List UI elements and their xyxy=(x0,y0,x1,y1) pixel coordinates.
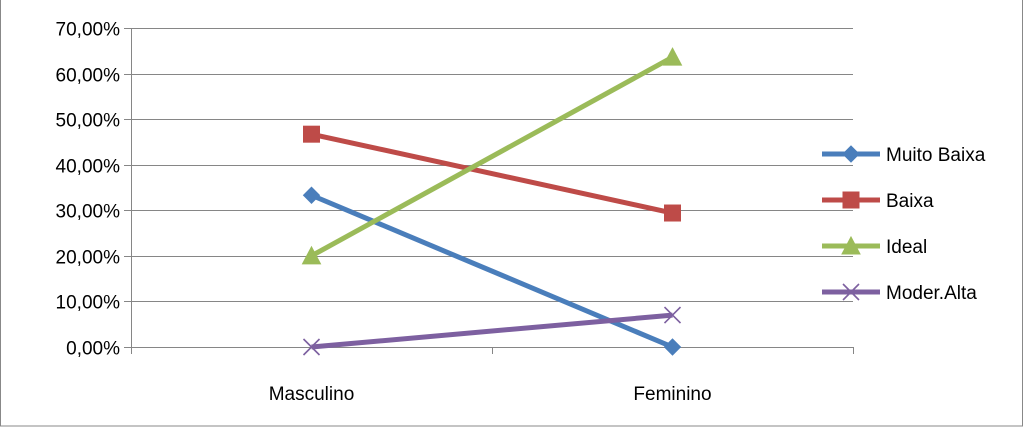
legend-item-moder-alta: Moder.Alta xyxy=(822,283,977,304)
y-tick-label: 50,00% xyxy=(56,111,121,132)
y-tick-label: 20,00% xyxy=(56,248,121,269)
legend-item-ideal: Ideal xyxy=(822,235,927,258)
gridlines xyxy=(131,28,853,302)
series-line-moder-alta xyxy=(311,312,673,350)
legend-label-moder-alta: Moder.Alta xyxy=(886,283,977,304)
legend-marker-muito-baixa xyxy=(842,145,860,163)
legend-label-ideal: Ideal xyxy=(886,237,927,258)
series-line-baixa xyxy=(310,131,674,216)
legend-marker-baixa xyxy=(842,191,860,209)
x-tick-label: Feminino xyxy=(633,384,711,405)
data-point-ideal xyxy=(301,245,322,265)
y-tick-label: 0,00% xyxy=(66,339,120,360)
series-moder-alta xyxy=(302,306,682,356)
y-tick-label: 40,00% xyxy=(56,157,121,178)
y-tick-label: 10,00% xyxy=(56,293,121,314)
legend-label-muito-baixa: Muito Baixa xyxy=(886,145,986,166)
legend-item-baixa: Baixa xyxy=(822,191,934,212)
data-point-moder-alta xyxy=(663,306,682,324)
legend-marker-moder-alta xyxy=(842,283,860,301)
legend: Muito Baixa Baixa Ideal Moder.Alta xyxy=(822,145,986,304)
legend-item-muito-baixa: Muito Baixa xyxy=(822,145,986,166)
series-baixa xyxy=(303,125,681,222)
y-tick-label: 70,00% xyxy=(56,20,121,41)
data-point-baixa xyxy=(303,125,320,143)
data-point-muito-baixa xyxy=(663,338,682,356)
y-tick-label: 60,00% xyxy=(56,66,121,87)
data-point-baixa xyxy=(664,204,681,222)
data-point-moder-alta xyxy=(302,338,321,356)
legend-marker-ideal xyxy=(841,235,861,255)
legend-label-baixa: Baixa xyxy=(886,191,934,212)
data-point-muito-baixa xyxy=(302,186,321,204)
series-line-ideal xyxy=(310,54,674,259)
data-point-ideal xyxy=(662,47,683,66)
series-ideal xyxy=(301,47,683,265)
axes: 0,00% 10,00% 20,00% 30,00% 40,00% 50,00% 60,00… xyxy=(56,20,854,405)
series-lines xyxy=(301,47,683,356)
x-tick-label: Masculino xyxy=(269,384,355,405)
y-tick-label: 30,00% xyxy=(56,202,121,223)
